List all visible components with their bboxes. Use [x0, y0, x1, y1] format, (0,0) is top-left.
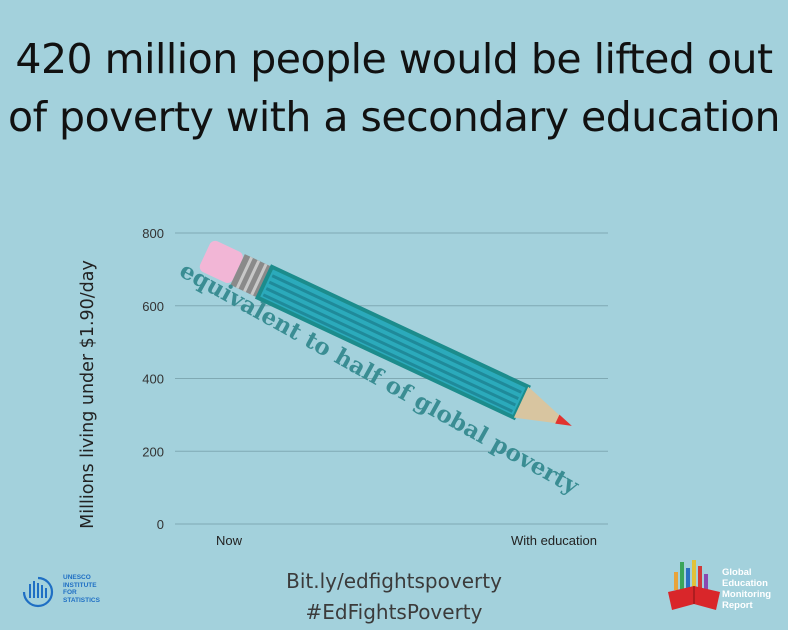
uis-logo-line: INSTITUTE	[63, 581, 97, 589]
headline: 420 million people would be lifted out o…	[0, 30, 788, 146]
uis-logo-line: UNESCO	[63, 574, 91, 581]
campaign-link[interactable]: Bit.ly/edfightspoverty	[286, 569, 502, 593]
gem-logo-line: Monitoring	[722, 589, 772, 600]
pencil-stripe	[271, 274, 522, 394]
uis-emblem-icon	[22, 576, 54, 608]
data-series-line	[199, 240, 572, 426]
y-tick-label: 400	[142, 372, 164, 387]
pencil-wood-tip	[513, 386, 570, 426]
gem-report-logo: Global Education Monitoring Report	[666, 556, 776, 616]
gem-logo-line: Global	[722, 567, 752, 578]
uis-logo-line: FOR	[63, 589, 77, 596]
x-tick-label: Now	[216, 533, 243, 548]
uis-logo-line: STATISTICS	[63, 596, 100, 604]
pencil-lead	[555, 414, 572, 426]
uis-logo-text: UNESCO INSTITUTE FOR STATISTICS	[63, 574, 100, 604]
pencil-stripe	[265, 287, 516, 407]
pencil-ferrule-band	[243, 260, 261, 293]
y-tick-label: 0	[157, 517, 164, 532]
y-axis-label: Millions living under $1.90/day	[78, 260, 98, 529]
campaign-hashtag[interactable]: #EdFightsPoverty	[305, 600, 483, 624]
pencil-ferrule-band	[250, 263, 268, 296]
chart: 0 200 400 600 800 Now With education Millions l…	[78, 226, 608, 548]
y-tick-label: 600	[142, 299, 164, 314]
y-tick-label: 200	[142, 444, 164, 459]
uis-logo: UNESCO INSTITUTE FOR STATISTICS	[18, 572, 128, 612]
headline-line-2: of poverty with a secondary education	[8, 93, 781, 141]
gem-logo-line: Education	[722, 578, 768, 589]
gem-bars-book-icon	[668, 560, 720, 610]
pencil-ferrule-band	[235, 256, 253, 289]
pencil-stripe	[268, 280, 519, 401]
gem-logo-text: Global Education Monitoring Report	[722, 567, 771, 611]
pencil-stripe	[262, 293, 514, 413]
y-tick-label: 800	[142, 226, 164, 241]
gem-logo-line: Report	[722, 600, 753, 611]
pencil-eraser	[199, 240, 243, 283]
headline-line-1: 420 million people would be lifted out	[15, 35, 773, 83]
x-tick-label: With education	[511, 533, 597, 548]
